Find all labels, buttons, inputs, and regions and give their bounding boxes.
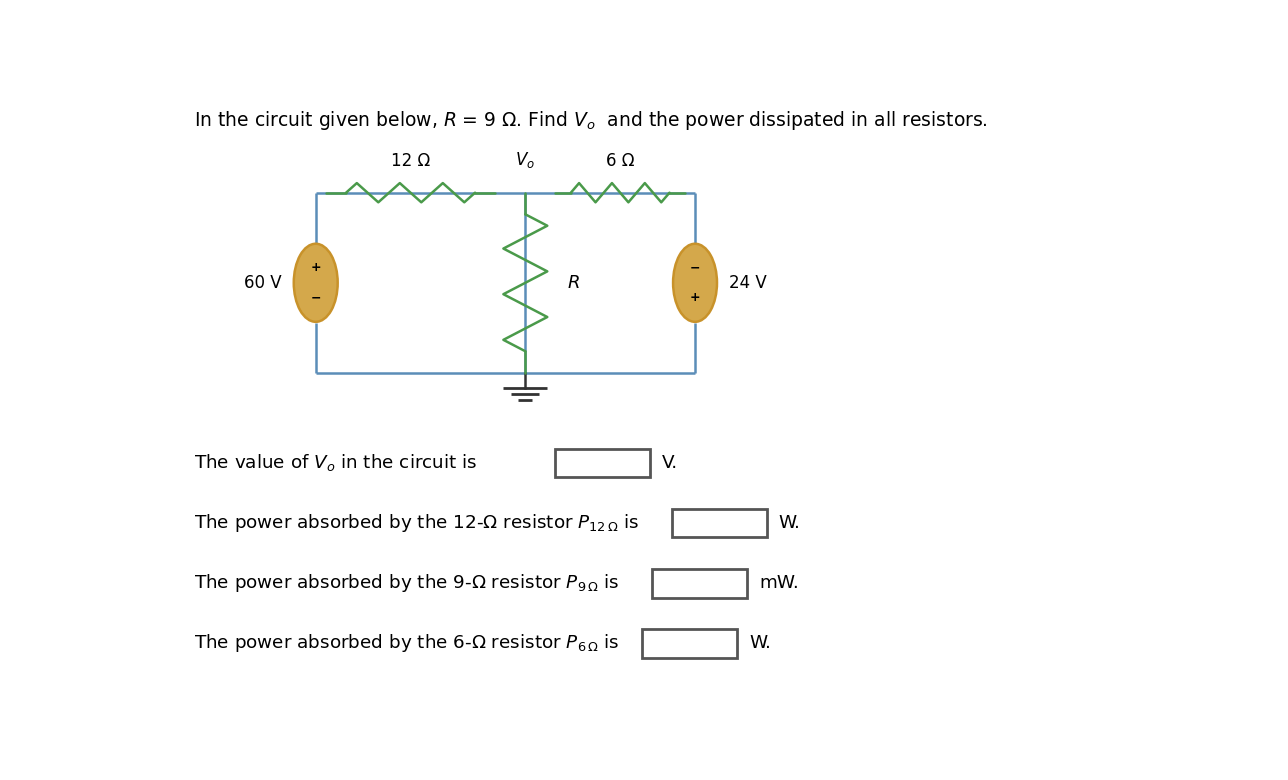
- Text: 6 Ω: 6 Ω: [605, 152, 635, 170]
- Ellipse shape: [294, 243, 337, 322]
- Text: W.: W.: [748, 634, 770, 652]
- Ellipse shape: [674, 243, 717, 322]
- FancyBboxPatch shape: [652, 569, 747, 597]
- FancyBboxPatch shape: [672, 509, 766, 537]
- Text: 24 V: 24 V: [729, 274, 766, 292]
- Text: W.: W.: [779, 514, 801, 532]
- Text: In the circuit given below, $R$ = 9 Ω. Find $V_o$  and the power dissipated in a: In the circuit given below, $R$ = 9 Ω. F…: [194, 108, 988, 132]
- Text: mW.: mW.: [759, 574, 799, 592]
- Text: $V_o$: $V_o$: [515, 150, 536, 170]
- Text: 60 V: 60 V: [245, 274, 282, 292]
- Text: $R$: $R$: [567, 274, 580, 292]
- Text: The power absorbed by the 12-Ω resistor $P_{12\,\Omega}$ is: The power absorbed by the 12-Ω resistor …: [194, 512, 639, 534]
- Text: 12 Ω: 12 Ω: [392, 152, 430, 170]
- FancyBboxPatch shape: [643, 629, 737, 658]
- Text: −: −: [690, 261, 701, 275]
- FancyBboxPatch shape: [555, 448, 650, 477]
- Text: −: −: [310, 291, 321, 304]
- Text: +: +: [690, 291, 701, 304]
- Text: The power absorbed by the 6-Ω resistor $P_{6\,\Omega}$ is: The power absorbed by the 6-Ω resistor $…: [194, 632, 620, 654]
- Text: +: +: [310, 261, 321, 275]
- Text: V.: V.: [662, 454, 679, 472]
- Text: The power absorbed by the 9-Ω resistor $P_{9\,\Omega}$ is: The power absorbed by the 9-Ω resistor $…: [194, 572, 620, 594]
- Text: The value of $V_o$ in the circuit is: The value of $V_o$ in the circuit is: [194, 452, 478, 473]
